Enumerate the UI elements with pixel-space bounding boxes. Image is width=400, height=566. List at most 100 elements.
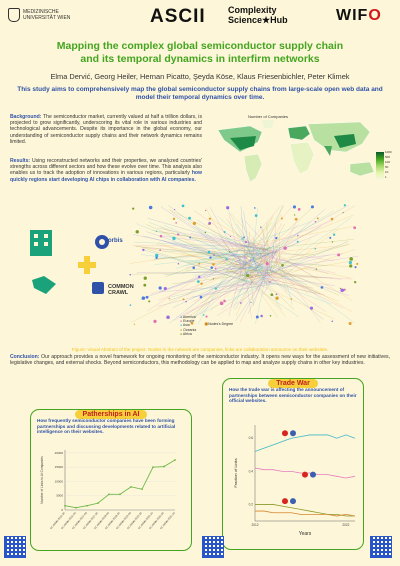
map-legend-label: 10	[385, 170, 389, 174]
network-edge	[161, 250, 272, 257]
commoncrawl-logo-icon	[92, 282, 104, 294]
network-edge	[258, 265, 291, 297]
map-greenland	[262, 120, 274, 128]
network-node	[177, 233, 180, 236]
flag-icon	[302, 471, 308, 478]
ai-partnership-panel: Patherships in AI How frequently semicon…	[30, 409, 192, 551]
network-legend-item: ● America	[180, 315, 196, 319]
company-building-icon	[30, 230, 52, 256]
data-point	[163, 465, 165, 468]
network-edge	[185, 273, 250, 319]
network-node	[200, 282, 203, 285]
network-node	[182, 298, 185, 301]
network-node	[197, 280, 200, 283]
map-legend-label: 500	[385, 155, 391, 159]
network-edge	[276, 283, 317, 294]
network-node	[204, 322, 209, 326]
y-tick-label: 5000	[56, 494, 63, 498]
network-node	[314, 247, 317, 250]
network-node	[204, 209, 207, 212]
results-highlight: how quickly regions start developing AI …	[10, 170, 202, 183]
orbis-logo-icon	[95, 235, 109, 249]
y-tick-label: 0.4	[249, 469, 254, 473]
network-edge	[246, 275, 264, 297]
network-edge	[146, 231, 247, 266]
network-edge	[259, 217, 352, 281]
network-node	[166, 315, 170, 319]
network-node	[198, 262, 201, 265]
map-china	[334, 134, 356, 148]
network-edge	[255, 276, 331, 304]
network-edge	[222, 269, 255, 279]
network-node	[214, 287, 217, 290]
map-usa	[230, 136, 256, 150]
network-edge	[192, 251, 258, 321]
y-tick-label: 0.2	[249, 502, 254, 506]
map-color-scale	[376, 152, 384, 180]
legend-africa: Africa	[182, 331, 192, 336]
network-edge	[269, 270, 344, 309]
network-node	[175, 222, 177, 224]
figure-caption: Figure: Visual Abstract of the project. …	[71, 347, 329, 352]
network-node	[210, 266, 213, 269]
network-node	[269, 314, 272, 317]
network-edge	[221, 237, 264, 246]
network-edge	[181, 246, 248, 259]
conclusion-label: Conclusion:	[10, 354, 40, 360]
network-node	[181, 204, 185, 208]
network-edge	[192, 226, 274, 257]
network-edge	[193, 273, 246, 276]
network-node	[280, 217, 283, 220]
network-edge	[262, 281, 326, 296]
network-edge	[226, 218, 264, 271]
network-node	[329, 236, 332, 239]
network-edge	[135, 223, 269, 274]
network-node	[337, 253, 341, 257]
map-legend-label: 1000	[385, 150, 392, 154]
poster-title: Mapping the complex global semiconductor…	[10, 40, 390, 66]
network-edge	[278, 254, 293, 305]
network-edge	[241, 269, 322, 278]
network-edge	[268, 244, 349, 268]
network-edge	[245, 258, 276, 274]
background-label: Background:	[10, 114, 42, 120]
network-edge	[201, 265, 259, 304]
network-node	[348, 322, 352, 326]
qr-code[interactable]	[4, 536, 26, 558]
network-node	[330, 217, 334, 221]
network-node	[343, 204, 346, 207]
network-edge	[263, 247, 268, 290]
network-edge	[243, 216, 273, 258]
network-edge	[193, 283, 266, 317]
network-edge	[241, 217, 259, 277]
network-edge	[239, 252, 261, 284]
data-point	[108, 493, 110, 496]
network-edge	[249, 251, 353, 313]
network-node	[219, 301, 224, 306]
network-edge	[244, 226, 355, 246]
flag-icon	[290, 498, 296, 505]
network-edge	[219, 234, 253, 282]
network-edge	[261, 265, 321, 295]
network-node	[192, 221, 197, 226]
data-point	[174, 459, 176, 461]
network-edge	[197, 219, 245, 253]
network-edge	[247, 236, 276, 274]
ai-panel-question: How frequently semiconductor companies h…	[37, 418, 176, 435]
network-node	[240, 302, 242, 304]
map-australia	[349, 161, 375, 177]
network-edge	[239, 249, 277, 323]
legend-oceania: Oceania	[183, 327, 197, 332]
qr-code[interactable]	[370, 536, 392, 558]
ai-panel-title-wrap: Patherships in AI	[31, 403, 191, 421]
network-node	[246, 274, 250, 278]
qr-code[interactable]	[202, 536, 224, 558]
series-line	[255, 510, 356, 517]
network-edge	[262, 223, 285, 265]
network-edge	[235, 247, 267, 317]
network-node	[297, 234, 299, 237]
network-node	[339, 287, 342, 290]
conclusion-text: Our approach provides a novel framework …	[10, 354, 390, 367]
network-node	[213, 254, 215, 256]
network-edge	[241, 260, 351, 267]
